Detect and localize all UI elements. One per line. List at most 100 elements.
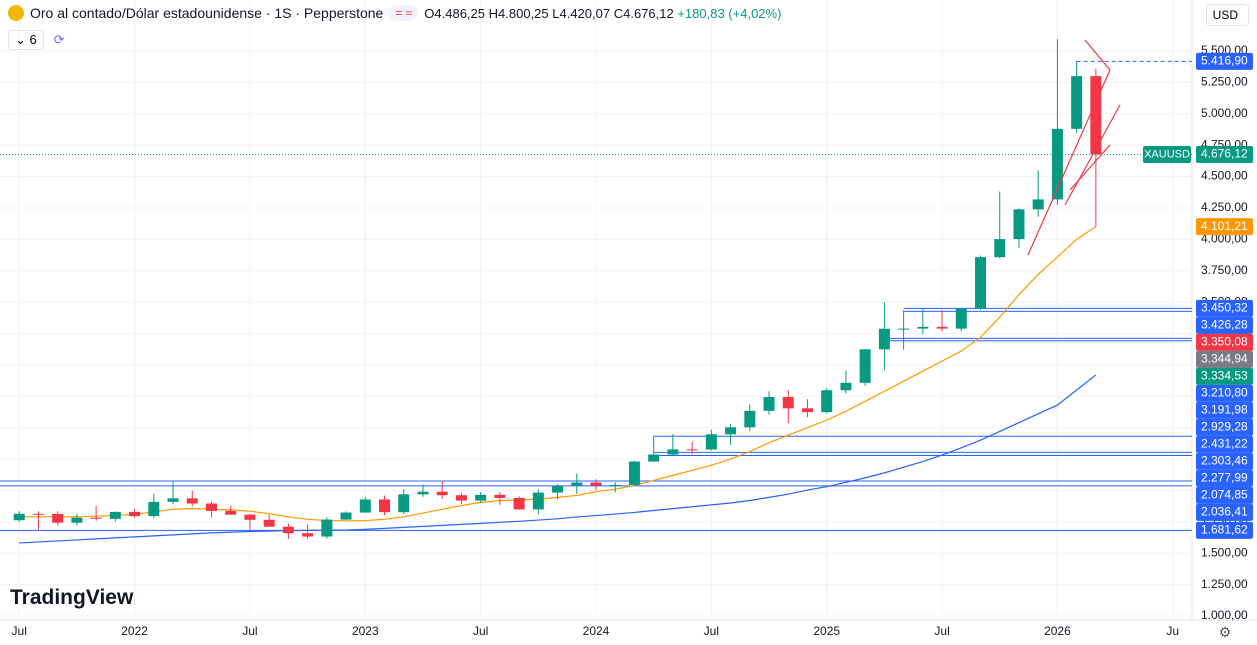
candle-body xyxy=(302,533,314,537)
logo-text: TradingView xyxy=(10,586,134,609)
price-tag-text: 4.676,12 xyxy=(1201,147,1248,161)
candle-body xyxy=(648,454,660,462)
candle-body xyxy=(1071,76,1083,129)
candle-body xyxy=(878,328,890,350)
candle-body xyxy=(244,514,256,520)
price-tag-text: 3.191,98 xyxy=(1201,403,1248,417)
candle-body xyxy=(763,397,775,411)
price-tag-text: 2.303,46 xyxy=(1201,454,1248,468)
ohlc-close: C4.676,12 xyxy=(613,5,674,21)
x-tick-label: 2024 xyxy=(583,624,610,638)
price-tag xyxy=(1196,401,1253,419)
candle-body xyxy=(975,257,987,309)
candle-body xyxy=(821,390,833,413)
price-tag xyxy=(1196,350,1253,368)
candle-body xyxy=(744,410,756,428)
trend-line xyxy=(1027,39,1111,256)
currency-select[interactable]: USD xyxy=(1205,4,1249,26)
price-tag xyxy=(1196,469,1253,487)
candle-body xyxy=(225,510,237,515)
y-tick-label: 1.500,00 xyxy=(1201,545,1248,559)
ohlc-low: L4.420,07 xyxy=(552,5,611,21)
price-tag xyxy=(1196,435,1253,453)
candle-body xyxy=(628,461,640,485)
ohlc-high: H4.800,25 xyxy=(488,5,549,21)
x-tick-label: 2026 xyxy=(1044,624,1071,638)
y-tick-label: 5.000,00 xyxy=(1201,106,1248,120)
ohlc: O4.486,25 H4.800,25 L4.420,07 C4.676,12 … xyxy=(424,6,781,21)
moving-average xyxy=(19,374,1097,544)
candle-body xyxy=(725,427,737,435)
x-tick-label: Jul xyxy=(242,624,257,638)
candle-body xyxy=(263,519,275,527)
price-tag-text: 5.416,90 xyxy=(1201,54,1248,68)
price-tag xyxy=(1196,503,1253,521)
price-tag-text: 2.431,22 xyxy=(1201,437,1248,451)
price-tag-text: 2.036,41 xyxy=(1201,505,1248,519)
trend-drawings xyxy=(1027,39,1121,256)
x-tick-label: 2022 xyxy=(121,624,148,638)
candle-body xyxy=(205,503,217,511)
candle-body xyxy=(590,482,602,486)
symbol-title[interactable]: Oro al contado/Dólar estadounidense · 1S… xyxy=(30,5,384,21)
candle-body xyxy=(13,513,25,521)
price-tag xyxy=(1196,145,1253,163)
candle-body xyxy=(379,499,391,513)
price-tag-text: 2.929,28 xyxy=(1201,420,1248,434)
price-tag-text: 3.450,32 xyxy=(1201,301,1248,315)
candle-body xyxy=(936,326,948,329)
candle-body xyxy=(1032,199,1044,210)
y-tick-label: 4.250,00 xyxy=(1201,200,1248,214)
indicator-toggle[interactable]: ⌄ 6 xyxy=(8,30,44,50)
price-tag-text: 2.074,85 xyxy=(1201,488,1248,502)
candle-body xyxy=(513,497,525,510)
candle-body xyxy=(667,449,679,455)
candle-body xyxy=(340,512,352,520)
price-tag-text: 3.350,08 xyxy=(1201,335,1248,349)
price-tag xyxy=(1196,299,1253,317)
x-tick-label: 2023 xyxy=(352,624,379,638)
candle-body xyxy=(552,485,564,493)
candle-body xyxy=(359,499,371,513)
price-tag xyxy=(1196,52,1253,70)
candle-body xyxy=(1051,128,1063,200)
candle-body xyxy=(532,492,544,510)
price-tag xyxy=(1196,521,1253,539)
candle-body xyxy=(455,495,467,501)
candle-body xyxy=(90,517,102,519)
price-tag xyxy=(1196,333,1253,351)
candle-body xyxy=(782,397,794,409)
price-tag-text: 3.344,94 xyxy=(1201,352,1248,366)
candle-body xyxy=(475,494,487,501)
ohlc-open: O4.486,25 xyxy=(424,5,485,21)
refresh-icon[interactable]: ⟳ xyxy=(53,32,65,47)
x-tick-label: Jul xyxy=(12,624,27,638)
price-tag-text: 3.210,80 xyxy=(1201,386,1248,400)
price-tag-text: 2.277,99 xyxy=(1201,471,1248,485)
x-tick-label: Jul xyxy=(934,624,949,638)
price-tag-text: 3.334,53 xyxy=(1201,369,1248,383)
symbol-icon xyxy=(8,5,24,21)
candle-body xyxy=(282,526,294,534)
candle-body xyxy=(32,513,44,515)
grid xyxy=(0,0,1192,620)
x-tick-label: 2025 xyxy=(813,624,840,638)
status-pill: = ≈ xyxy=(389,5,419,21)
candle-body xyxy=(417,491,429,495)
candle-body xyxy=(494,494,506,498)
candle-body xyxy=(955,308,967,329)
candle-body xyxy=(167,498,179,502)
price-tag xyxy=(1196,316,1253,334)
settings-button[interactable]: ⚙ xyxy=(1216,624,1234,642)
candle-body xyxy=(686,449,698,451)
indicator-count: 6 xyxy=(29,32,37,47)
price-tag xyxy=(1196,452,1253,470)
y-tick-label: 4.500,00 xyxy=(1201,169,1248,183)
candle-body xyxy=(129,511,141,517)
candle-body xyxy=(859,349,871,383)
price-tag xyxy=(1196,384,1253,402)
price-tag-text: 3.426,28 xyxy=(1201,318,1248,332)
y-tick-label: 1.250,00 xyxy=(1201,577,1248,591)
ohlc-change: +180,83 (+4,02%) xyxy=(677,5,782,21)
